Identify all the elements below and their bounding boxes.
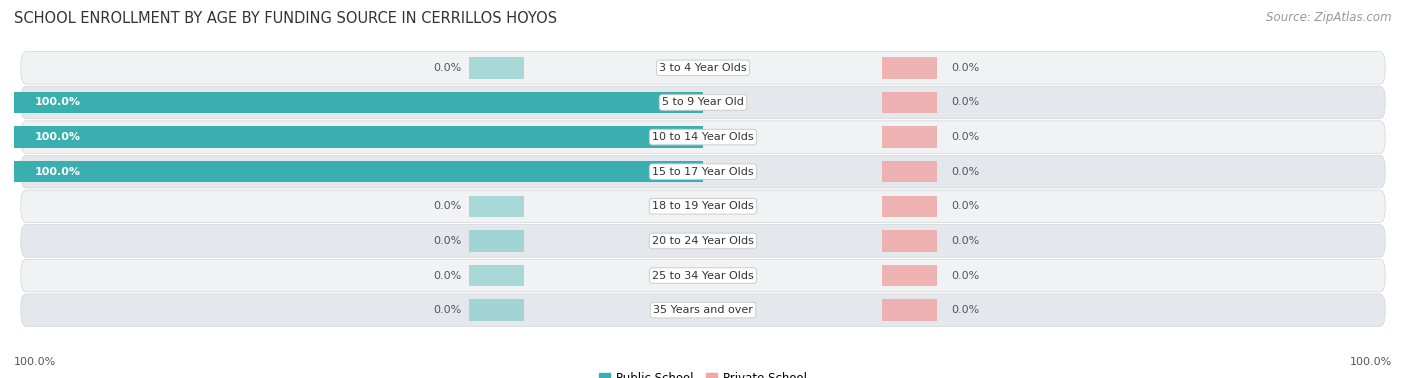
Text: 0.0%: 0.0% [950,271,979,280]
Bar [468,265,524,286]
FancyBboxPatch shape [21,190,1385,223]
Bar [882,57,938,79]
Bar [882,230,938,252]
Text: 0.0%: 0.0% [950,236,979,246]
Text: 3 to 4 Year Olds: 3 to 4 Year Olds [659,63,747,73]
Text: 0.0%: 0.0% [433,63,463,73]
FancyBboxPatch shape [21,259,1385,292]
Text: Source: ZipAtlas.com: Source: ZipAtlas.com [1267,11,1392,24]
Text: 25 to 34 Year Olds: 25 to 34 Year Olds [652,271,754,280]
Text: 100.0%: 100.0% [1350,357,1392,367]
Text: 35 Years and over: 35 Years and over [652,305,754,315]
Text: 0.0%: 0.0% [950,305,979,315]
Text: 100.0%: 100.0% [35,132,80,142]
Bar [14,126,703,148]
Bar [882,195,938,217]
Bar [882,161,938,183]
FancyBboxPatch shape [21,51,1385,84]
Bar [468,230,524,252]
Bar [882,92,938,113]
Text: 0.0%: 0.0% [433,236,463,246]
Text: 100.0%: 100.0% [35,167,80,177]
Text: 0.0%: 0.0% [950,63,979,73]
Text: 10 to 14 Year Olds: 10 to 14 Year Olds [652,132,754,142]
FancyBboxPatch shape [21,155,1385,188]
Bar [882,265,938,286]
Text: 15 to 17 Year Olds: 15 to 17 Year Olds [652,167,754,177]
FancyBboxPatch shape [21,294,1385,327]
FancyBboxPatch shape [21,86,1385,119]
Text: SCHOOL ENROLLMENT BY AGE BY FUNDING SOURCE IN CERRILLOS HOYOS: SCHOOL ENROLLMENT BY AGE BY FUNDING SOUR… [14,11,557,26]
Text: 20 to 24 Year Olds: 20 to 24 Year Olds [652,236,754,246]
Text: 100.0%: 100.0% [35,98,80,107]
Bar [468,299,524,321]
Bar [882,126,938,148]
Bar [14,92,703,113]
Bar [468,57,524,79]
Text: 0.0%: 0.0% [950,201,979,211]
Bar [14,161,703,183]
Text: 0.0%: 0.0% [433,305,463,315]
Text: 0.0%: 0.0% [950,167,979,177]
Text: 0.0%: 0.0% [950,98,979,107]
Text: 18 to 19 Year Olds: 18 to 19 Year Olds [652,201,754,211]
Text: 0.0%: 0.0% [950,132,979,142]
FancyBboxPatch shape [21,121,1385,153]
FancyBboxPatch shape [21,225,1385,257]
Bar [882,299,938,321]
Bar [468,195,524,217]
Text: 0.0%: 0.0% [433,201,463,211]
Text: 100.0%: 100.0% [14,357,56,367]
Legend: Public School, Private School: Public School, Private School [593,367,813,378]
Text: 0.0%: 0.0% [433,271,463,280]
Text: 5 to 9 Year Old: 5 to 9 Year Old [662,98,744,107]
